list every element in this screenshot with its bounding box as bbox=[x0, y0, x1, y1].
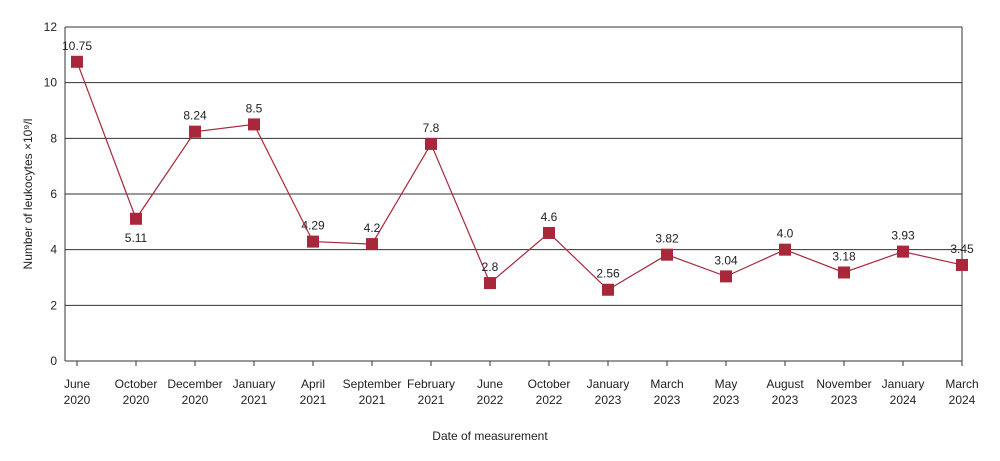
data-label: 3.93 bbox=[891, 229, 915, 243]
data-label: 2.8 bbox=[482, 260, 499, 274]
marker bbox=[366, 238, 378, 251]
marker bbox=[189, 125, 201, 138]
data-label: 8.5 bbox=[246, 101, 263, 115]
marker bbox=[602, 283, 614, 296]
data-label: 3.82 bbox=[655, 232, 679, 246]
data-label: 4.0 bbox=[777, 227, 794, 241]
data-label: 2.56 bbox=[596, 267, 620, 281]
data-label: 8.24 bbox=[183, 109, 207, 123]
y-tick-label: 4 bbox=[50, 243, 57, 257]
y-tick-label: 2 bbox=[50, 298, 57, 312]
x-tick-label: March 2024 bbox=[945, 377, 978, 407]
data-label: 3.18 bbox=[832, 249, 856, 263]
x-tick-label: November 2023 bbox=[816, 377, 871, 407]
marker bbox=[130, 212, 142, 225]
marker bbox=[71, 55, 83, 68]
y-tick-label: 8 bbox=[50, 131, 57, 145]
x-axis-label: Date of measurement bbox=[432, 429, 548, 443]
data-label: 4.6 bbox=[541, 210, 558, 224]
x-tick-label: January 2024 bbox=[882, 377, 925, 407]
marker bbox=[779, 243, 791, 256]
data-label: 4.2 bbox=[364, 221, 381, 235]
x-tick-label: December 2020 bbox=[167, 377, 222, 407]
data-label: 7.8 bbox=[423, 121, 440, 135]
marker bbox=[484, 277, 496, 290]
x-tick-label: June 2022 bbox=[477, 377, 504, 407]
marker bbox=[661, 248, 673, 261]
line bbox=[76, 61, 963, 291]
marker bbox=[838, 266, 850, 279]
y-tick-label: 6 bbox=[50, 187, 57, 201]
data-label: 4.29 bbox=[301, 219, 325, 233]
marker bbox=[956, 258, 968, 271]
x-tick-label: August 2023 bbox=[766, 377, 804, 407]
x-tick-label: May 2023 bbox=[713, 377, 740, 407]
x-tick-label: March 2023 bbox=[650, 377, 683, 407]
y-tick-label: 0 bbox=[50, 354, 57, 368]
x-tick-label: February 2021 bbox=[407, 377, 455, 407]
marker bbox=[425, 137, 437, 150]
x-tick-label: October 2020 bbox=[115, 377, 158, 407]
y-tick-label: 12 bbox=[44, 20, 58, 34]
marker bbox=[307, 235, 319, 248]
x-tick-label: October 2022 bbox=[528, 377, 571, 407]
marker bbox=[248, 118, 260, 131]
marker bbox=[897, 245, 909, 258]
data-label: 3.04 bbox=[714, 253, 738, 267]
x-tick-label: September 2021 bbox=[343, 377, 402, 407]
x-tick-label: June 2020 bbox=[64, 377, 91, 407]
x-tick-label: April 2021 bbox=[300, 377, 327, 407]
x-tick-label: January 2023 bbox=[587, 377, 630, 407]
data-label: 10.75 bbox=[62, 39, 92, 53]
x-tick-label: January 2021 bbox=[233, 377, 276, 407]
marker bbox=[720, 270, 732, 283]
data-label: 3.45 bbox=[950, 242, 974, 256]
y-axis-label: Number of leukocytes ×10⁹/l bbox=[21, 119, 35, 270]
y-tick-label: 10 bbox=[44, 76, 58, 90]
data-label: 5.11 bbox=[125, 231, 148, 245]
marker bbox=[543, 226, 555, 239]
